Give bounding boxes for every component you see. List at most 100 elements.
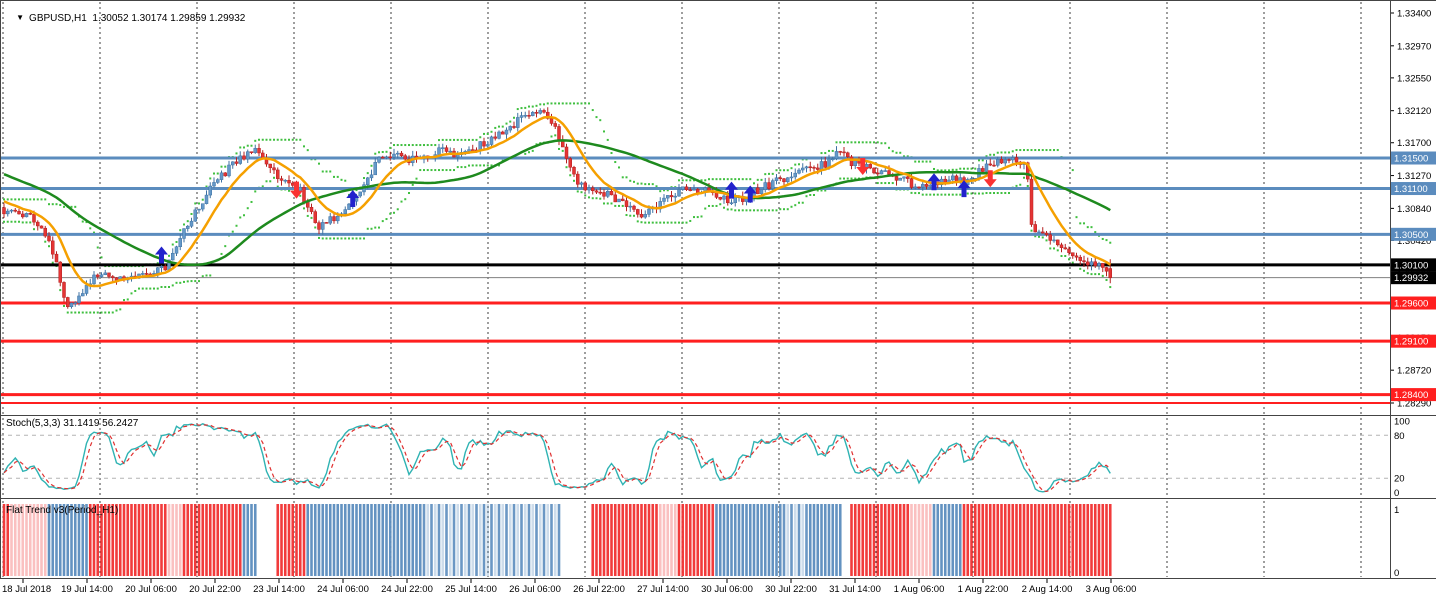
band-dot: [183, 280, 185, 283]
band-dot: [479, 136, 482, 139]
flat-trend-bar: [1011, 504, 1015, 576]
flat-trend-bar: [471, 504, 475, 576]
flat-trend-bar: [1063, 504, 1067, 576]
candle: [219, 172, 224, 180]
flat-trend-bar: [77, 504, 81, 576]
band-dot: [490, 164, 493, 167]
band-dot: [423, 169, 425, 172]
band-dot: [933, 193, 935, 196]
band-dot: [618, 166, 620, 169]
flat-trend-bar: [741, 504, 745, 576]
fast-ma-line: [3, 115, 1111, 288]
flat-trend-bar: [516, 504, 520, 576]
sell-arrow[interactable]: [856, 158, 870, 176]
flat-trend-bar: [163, 504, 167, 576]
buy-arrow[interactable]: [155, 246, 168, 264]
flat-trend-bar: [550, 504, 553, 576]
band-dot: [340, 178, 343, 181]
flat-trend-bar: [1041, 504, 1045, 576]
candle: [722, 195, 726, 200]
stoch-axis-label: 80: [1394, 431, 1405, 442]
time-label: 25 Jul 14:00: [445, 584, 497, 595]
band-dot: [749, 178, 752, 181]
flat-trend-bar: [771, 504, 775, 576]
candle: [583, 182, 587, 191]
band-dot: [280, 138, 283, 141]
flat-trend-bar: [835, 504, 838, 576]
band-dot: [411, 183, 414, 186]
flat-trend-bar: [482, 504, 486, 576]
sell-arrow[interactable]: [983, 170, 997, 188]
band-dot: [1056, 149, 1059, 152]
band-dot: [640, 182, 643, 185]
band-dot: [599, 119, 602, 122]
band-dot: [1004, 151, 1007, 154]
flat-trend-bar: [313, 504, 317, 576]
candle: [268, 163, 272, 169]
buy-arrow[interactable]: [927, 173, 941, 191]
candle: [774, 177, 779, 181]
symbol-dropdown-icon[interactable]: ▼: [16, 13, 25, 22]
band-dot: [325, 170, 328, 173]
flat-trend-bar: [932, 504, 936, 576]
flat-trend-bar: [523, 504, 527, 576]
band-dot: [524, 106, 527, 109]
candle: [1044, 232, 1049, 235]
band-dot: [254, 190, 257, 193]
band-dot: [423, 144, 425, 147]
band-dot: [1064, 255, 1067, 258]
band-dot: [18, 220, 20, 223]
band-dot: [580, 191, 583, 194]
band-dot: [966, 192, 969, 195]
flat-trend-bar: [456, 504, 460, 576]
buy-arrow[interactable]: [725, 181, 738, 199]
band-dot: [123, 299, 125, 302]
band-dot: [513, 116, 515, 119]
band-dot: [824, 152, 827, 155]
band-dot: [610, 152, 613, 155]
flat-trend-bar: [205, 504, 208, 576]
band-dot: [44, 240, 47, 243]
band-dot: [543, 103, 545, 106]
band-dot: [723, 178, 725, 181]
candle: [309, 207, 314, 212]
band-dot: [411, 144, 414, 147]
band-dot: [535, 104, 538, 107]
buy-arrow[interactable]: [957, 180, 971, 198]
candle: [77, 295, 81, 304]
band-dot: [768, 209, 770, 212]
band-dot: [370, 164, 373, 167]
band-dot: [944, 169, 947, 172]
band-dot: [779, 169, 782, 172]
band-dot: [220, 165, 223, 168]
sell-arrow[interactable]: [290, 181, 303, 199]
candle: [726, 195, 730, 204]
band-dot: [194, 280, 197, 283]
band-dot: [558, 102, 560, 105]
band-dot: [629, 179, 632, 182]
candle: [669, 195, 674, 198]
flat-trend-bar: [831, 504, 835, 576]
flat-trend-bar: [295, 504, 298, 576]
band-dot: [336, 237, 339, 240]
band-dot: [730, 208, 733, 211]
band-dot: [430, 169, 433, 172]
band-dot: [985, 192, 988, 195]
candle: [1059, 244, 1064, 248]
band-dot: [434, 144, 437, 147]
band-dot: [726, 178, 729, 181]
flat-trend-bar: [336, 504, 340, 576]
flat-trend-bar: [385, 504, 388, 576]
band-dot: [138, 287, 140, 290]
buy-arrow[interactable]: [346, 190, 360, 208]
buy-arrow[interactable]: [743, 185, 757, 203]
band-dot: [644, 221, 647, 224]
flat-trend-bar: [861, 504, 865, 576]
flat-trend-bar: [958, 504, 962, 576]
band-dot: [216, 172, 219, 175]
candle: [2, 207, 6, 215]
band-dot: [948, 193, 950, 196]
band-dot: [693, 216, 695, 219]
price-badge-label: 1.28400: [1394, 390, 1428, 401]
